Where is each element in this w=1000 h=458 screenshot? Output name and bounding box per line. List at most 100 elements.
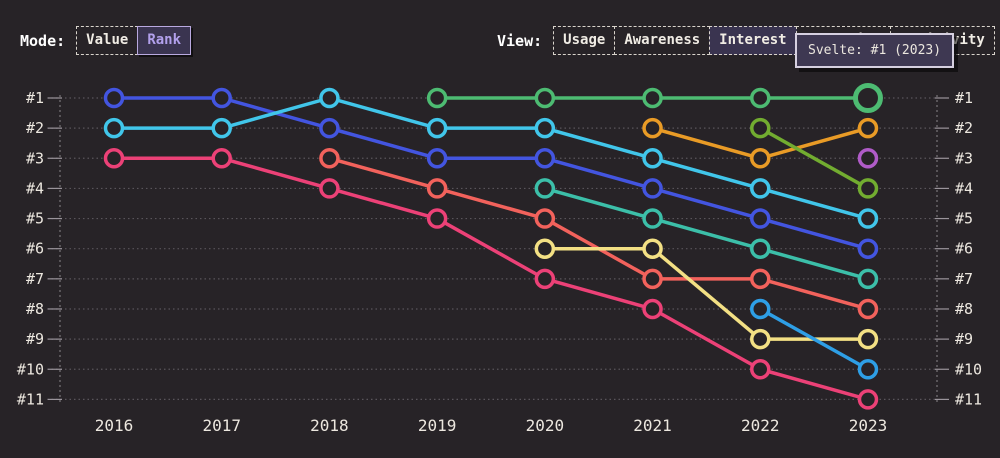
data-point-teal[interactable] [642,208,663,229]
y-axis-label-right: #6 [955,240,973,258]
data-point-salmon[interactable] [750,268,771,290]
y-axis-label-left: #3 [26,149,44,167]
tooltip-text: Svelte: #1 (2023) [808,43,942,58]
data-point-pink[interactable] [426,208,448,229]
data-point-pink[interactable] [319,178,340,199]
y-axis-label-left: #7 [26,270,44,288]
series-line-cyan [112,96,870,221]
data-point-green[interactable] [534,87,556,109]
data-point-pink[interactable] [857,389,879,410]
data-point-cyan[interactable] [534,117,556,139]
y-axis-label-right: #3 [955,149,973,167]
series-line-sky [758,307,870,372]
data-point-olive[interactable] [750,117,771,139]
view-option-awareness[interactable]: Awareness [614,26,711,55]
mode-option-value[interactable]: Value [76,26,139,55]
data-point-pink[interactable] [750,359,771,380]
data-point-teal[interactable] [750,238,771,259]
data-point-highlighted-green[interactable] [852,83,883,113]
y-axis-label-right: #2 [955,119,973,137]
series-line-teal [543,186,870,281]
data-point-cyan[interactable] [750,178,771,199]
data-point-cyan[interactable] [642,148,663,169]
view-label: View: [497,31,543,50]
data-point-olive[interactable] [857,178,879,199]
data-point-salmon[interactable] [319,148,340,169]
y-axis-label-right: #4 [955,179,973,197]
view-option-usage[interactable]: Usage [553,26,616,55]
y-axis-label-left: #11 [17,390,44,408]
data-point-pink[interactable] [103,148,125,169]
data-point-cyan[interactable] [211,117,232,139]
x-axis-label: 2022 [741,416,780,435]
y-axis-label-right: #8 [955,300,973,318]
y-axis-label-right: #7 [955,270,973,288]
data-point-green[interactable] [642,87,663,109]
data-point-blue[interactable] [319,117,340,139]
data-point-pink[interactable] [642,298,663,320]
y-axis-label-left: #5 [26,210,44,228]
mode-label: Mode: [20,31,66,50]
y-axis-label-right: #10 [955,360,982,378]
data-point-yellow[interactable] [642,238,663,259]
data-point-yellow[interactable] [534,238,556,259]
data-point-salmon[interactable] [534,208,556,229]
data-point-salmon[interactable] [857,298,879,320]
y-axis-label-right: #1 [955,89,973,107]
data-point-sky[interactable] [857,359,879,380]
data-point-cyan[interactable] [857,208,879,229]
data-point-cyan[interactable] [103,117,125,139]
y-axis-label-right: #9 [955,330,973,348]
data-point-blue[interactable] [211,87,232,109]
data-point-blue[interactable] [750,208,771,229]
data-point-orange[interactable] [750,148,771,169]
data-point-teal[interactable] [857,268,879,290]
data-point-blue[interactable] [534,148,556,169]
data-point-salmon[interactable] [642,268,663,290]
x-axis-label: 2020 [526,416,565,435]
y-axis-label-right: #11 [955,390,982,408]
series-line-pink [112,156,870,402]
data-point-cyan[interactable] [426,117,448,139]
mode-control: Mode: Value Rank [20,26,192,55]
data-point-orange[interactable] [642,117,663,139]
tooltip: Svelte: #1 (2023) [795,33,955,68]
data-point-blue[interactable] [103,87,125,109]
y-axis-label-left: #10 [17,360,44,378]
data-point-green[interactable] [426,87,448,109]
y-axis-label-left: #2 [26,119,44,137]
view-option-interest[interactable]: Interest [709,26,797,55]
data-point-yellow[interactable] [857,328,879,350]
data-point-teal[interactable] [534,178,556,199]
x-axis-label: 2018 [310,416,349,435]
data-point-cyan[interactable] [319,87,340,109]
y-axis-label-left: #4 [26,179,44,197]
data-point-blue[interactable] [857,238,879,259]
data-point-yellow[interactable] [750,328,771,350]
series-line-blue [112,96,870,251]
data-point-pink[interactable] [534,268,556,290]
data-point-salmon[interactable] [426,178,448,199]
data-point-blue[interactable] [426,148,448,169]
data-point-purple[interactable] [857,148,879,169]
x-axis-label: 2021 [633,416,672,435]
y-axis-label-left: #1 [26,89,44,107]
mode-button-group: Value Rank [76,26,192,55]
mode-option-rank[interactable]: Rank [137,26,192,55]
x-axis-label: 2017 [202,416,241,435]
data-point-blue[interactable] [642,178,663,199]
x-axis-label: 2019 [418,416,457,435]
data-point-orange[interactable] [857,117,879,139]
x-axis-label: 2023 [849,416,888,435]
y-axis-label-left: #9 [26,330,44,348]
series-line-salmon [327,156,870,311]
y-axis-label-left: #8 [26,300,44,318]
series-line-olive [758,126,870,191]
y-axis-label-right: #5 [955,210,973,228]
data-point-green[interactable] [750,87,771,109]
data-point-sky[interactable] [750,298,771,320]
x-axis-label: 2016 [95,416,134,435]
data-point-pink[interactable] [211,148,232,169]
